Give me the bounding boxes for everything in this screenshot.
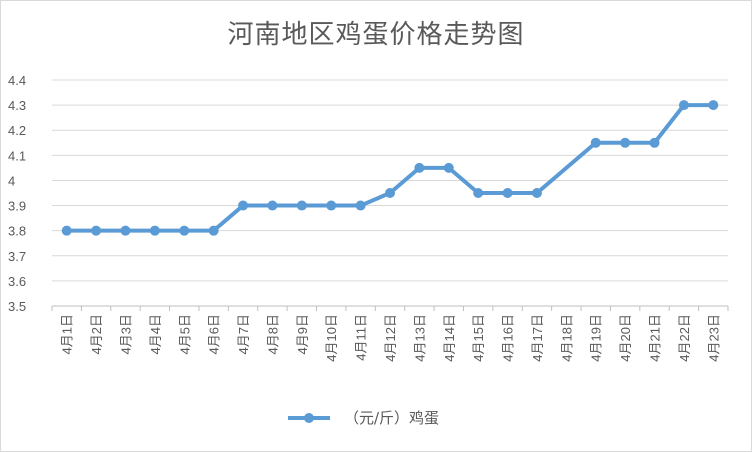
data-point xyxy=(502,188,513,198)
x-tick-label: 4月20日 xyxy=(618,314,633,362)
x-tick-label: 4月5日 xyxy=(177,314,192,354)
x-tick-label: 4月1日 xyxy=(60,314,75,354)
data-point xyxy=(120,225,131,236)
y-tick-label: 4.2 xyxy=(8,123,26,138)
x-tick-label: 4月17日 xyxy=(530,314,545,362)
y-axis-ticks: 3.5 3.6 3.7 3.8 3.9 4 4.1 4.2 4.3 4.4 xyxy=(8,73,26,314)
x-tick-label: 4月16日 xyxy=(501,314,516,362)
x-tick-label: 4月14日 xyxy=(442,314,457,362)
x-tick-label: 4月15日 xyxy=(471,314,486,362)
data-point xyxy=(267,200,278,211)
y-tick-label: 3.6 xyxy=(8,274,26,289)
x-tick-label: 4月3日 xyxy=(118,314,133,354)
data-point xyxy=(355,200,366,211)
data-point xyxy=(708,100,719,111)
data-point xyxy=(238,200,249,211)
data-point xyxy=(208,225,219,236)
x-tick-label: 4月21日 xyxy=(648,314,663,362)
y-tick-label: 4 xyxy=(8,173,15,188)
data-point xyxy=(414,162,425,173)
y-tick-label: 3.9 xyxy=(8,199,26,214)
data-point xyxy=(61,225,72,236)
y-tick-label: 4.3 xyxy=(8,98,26,113)
data-point xyxy=(620,137,631,148)
data-point xyxy=(531,188,542,198)
x-tick-label: 4月6日 xyxy=(207,314,222,354)
data-point xyxy=(385,188,395,198)
y-tick-label: 3.7 xyxy=(8,249,26,264)
data-point xyxy=(149,225,160,236)
series-line xyxy=(66,103,714,233)
data-point xyxy=(296,200,307,211)
legend-marker xyxy=(304,413,314,423)
data-point xyxy=(91,225,102,236)
x-axis xyxy=(51,305,729,311)
x-tick-label: 4月7日 xyxy=(236,314,251,354)
grid-lines xyxy=(52,79,728,307)
y-tick-label: 3.8 xyxy=(8,224,26,239)
x-axis-ticks: 4月1日 4月2日 4月3日 4月4日 4月5日 4月6日 4月7日 4月8日 4月9日 4月10… xyxy=(60,314,722,362)
x-tick-label: 4月11日 xyxy=(354,314,369,361)
data-point xyxy=(649,137,660,148)
x-tick-label: 4月4日 xyxy=(148,314,163,354)
data-point xyxy=(473,188,484,198)
x-tick-label: 4月18日 xyxy=(559,314,574,362)
y-tick-label: 3.5 xyxy=(8,299,26,314)
x-tick-label: 4月12日 xyxy=(383,314,398,362)
x-tick-label: 4月2日 xyxy=(89,314,104,354)
y-tick-label: 4.4 xyxy=(8,73,26,88)
data-point xyxy=(678,100,689,111)
legend: （元/斤）鸡蛋 xyxy=(288,409,439,427)
x-tick-label: 4月9日 xyxy=(295,314,310,354)
x-tick-label: 4月19日 xyxy=(589,314,604,362)
series-group xyxy=(61,100,719,236)
x-tick-label: 4月23日 xyxy=(706,314,721,362)
x-tick-label: 4月13日 xyxy=(412,314,427,362)
y-tick-label: 4.1 xyxy=(8,148,26,163)
x-tick-label: 4月22日 xyxy=(677,314,692,362)
x-tick-label: 4月10日 xyxy=(324,314,339,362)
data-point xyxy=(179,225,190,236)
data-point xyxy=(443,162,454,173)
legend-label: （元/斤）鸡蛋 xyxy=(344,409,439,427)
data-point xyxy=(326,200,337,211)
x-tick-label: 4月8日 xyxy=(265,314,280,354)
data-point xyxy=(590,137,601,148)
chart-title: 河南地区鸡蛋价格走势图 xyxy=(227,20,525,50)
